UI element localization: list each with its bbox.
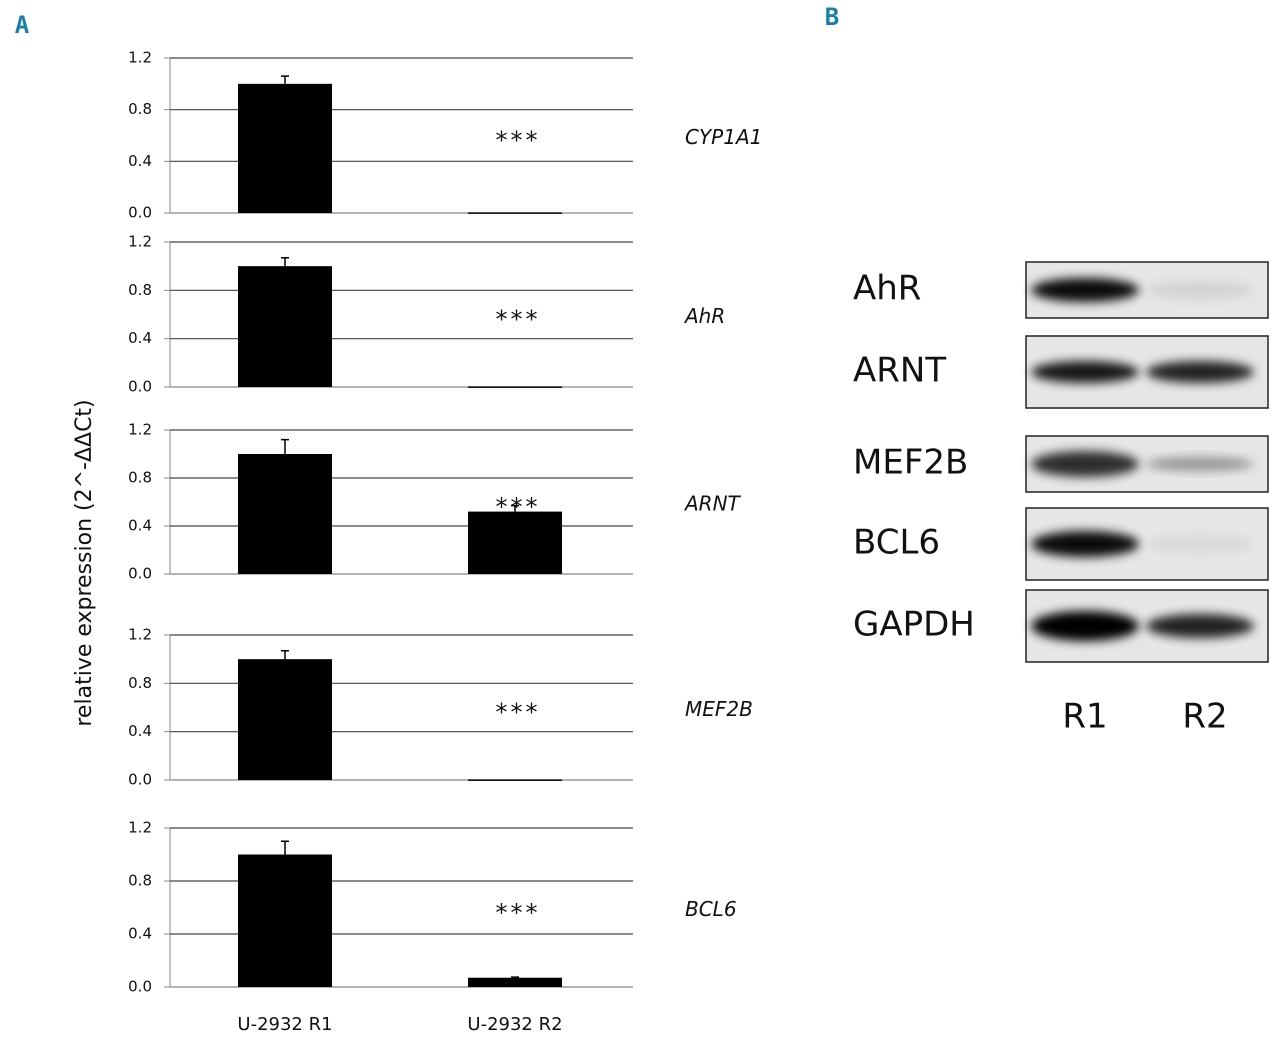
- bar: [238, 854, 332, 987]
- y-tick-label: 0.0: [128, 378, 152, 396]
- x-tick-label: U-2932 R2: [467, 1014, 562, 1035]
- y-tick-label: 1.2: [128, 421, 152, 439]
- error-bar: [281, 649, 289, 660]
- error-bar: [281, 438, 289, 454]
- bar: [238, 83, 332, 213]
- y-tick-label: 1.2: [128, 233, 152, 251]
- y-tick-label: 0.8: [128, 674, 152, 692]
- panel-label: B: [825, 3, 839, 31]
- bar: [468, 511, 562, 574]
- blot-band: [1031, 451, 1139, 477]
- y-tick-label: 0.4: [128, 329, 152, 347]
- y-tick-label: 1.2: [128, 49, 152, 67]
- gene-label: BCL6: [685, 897, 737, 921]
- bar: [468, 977, 562, 987]
- blot-row-label: MEF2B: [853, 443, 968, 483]
- y-tick-label: 0.4: [128, 152, 152, 170]
- blot-band: [1146, 535, 1254, 553]
- error-bar: [281, 75, 289, 84]
- gene-label: AhR: [683, 304, 725, 328]
- annotation: ***: [496, 899, 541, 927]
- gene-label: MEF2B: [685, 697, 753, 721]
- blot-row-label: ARNT: [853, 351, 946, 391]
- error-bar: [281, 256, 289, 267]
- y-axis-label: relative expression (2^-ΔΔCt): [72, 399, 97, 726]
- bar: [238, 266, 332, 387]
- annotation: ***: [496, 305, 541, 333]
- y-tick-label: 0.4: [128, 517, 152, 535]
- y-tick-label: 1.2: [128, 819, 152, 837]
- blot-band: [1031, 278, 1139, 302]
- y-tick-label: 0.4: [128, 722, 152, 740]
- y-tick-label: 0.0: [128, 565, 152, 583]
- y-tick-label: 0.8: [128, 100, 152, 118]
- blot-lane-label: R1: [1062, 697, 1107, 737]
- bar: [468, 386, 562, 388]
- blot-band: [1146, 281, 1254, 299]
- y-tick-label: 0.8: [128, 469, 152, 487]
- blot-band: [1146, 457, 1254, 471]
- blot-band: [1031, 531, 1139, 557]
- bar: [238, 659, 332, 780]
- annotation: ***: [496, 698, 541, 726]
- annotation: ***: [496, 493, 541, 521]
- blot-band: [1146, 614, 1254, 638]
- y-tick-label: 0.4: [128, 925, 152, 943]
- y-tick-label: 0.0: [128, 204, 152, 222]
- error-bar: [511, 504, 519, 512]
- panel-label: A: [15, 11, 30, 39]
- gene-label: CYP1A1: [685, 125, 762, 149]
- bar: [468, 779, 562, 781]
- bar: [238, 454, 332, 574]
- bar: [468, 212, 562, 214]
- blot-row-label: AhR: [853, 269, 921, 309]
- gene-label: ARNT: [683, 491, 742, 515]
- blot-lane-label: R2: [1182, 697, 1227, 737]
- y-tick-label: 0.0: [128, 978, 152, 996]
- blot-band: [1031, 361, 1139, 383]
- blot-row-label: BCL6: [853, 523, 940, 563]
- y-tick-label: 1.2: [128, 626, 152, 644]
- blot-band: [1146, 361, 1254, 383]
- error-bar: [511, 976, 519, 978]
- blot-row-label: GAPDH: [853, 605, 975, 645]
- y-tick-label: 0.8: [128, 281, 152, 299]
- annotation: ***: [496, 127, 541, 155]
- error-bar: [281, 840, 289, 855]
- y-tick-label: 0.8: [128, 872, 152, 890]
- blot-band: [1031, 611, 1139, 641]
- y-tick-label: 0.0: [128, 771, 152, 789]
- x-tick-label: U-2932 R1: [237, 1014, 332, 1035]
